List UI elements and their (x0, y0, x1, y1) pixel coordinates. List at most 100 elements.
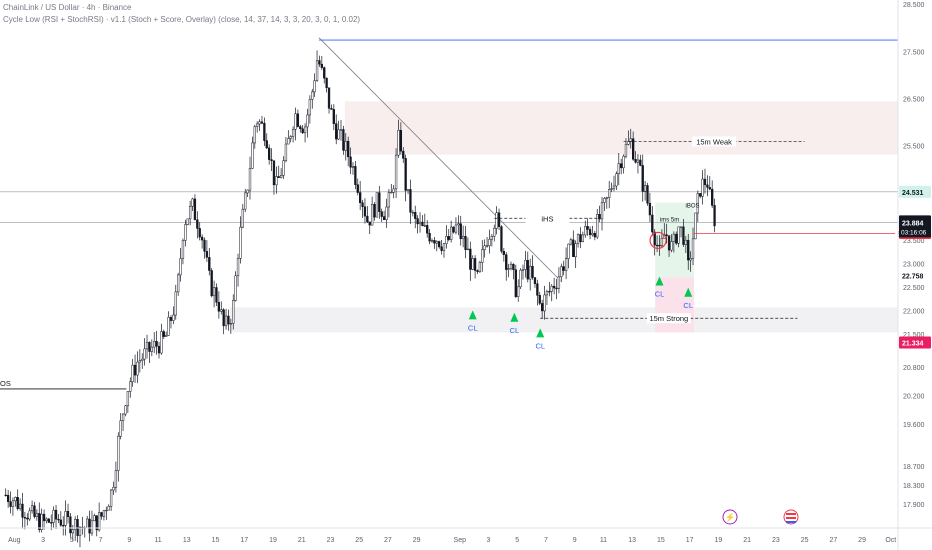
cycle-low-signal-triangle (468, 310, 477, 320)
small-label-0: ims 5m (660, 218, 679, 224)
candle-body (279, 175, 283, 178)
candle-body (620, 163, 623, 169)
y-tick-label: 23.000 (903, 262, 925, 269)
candle-body (406, 189, 410, 191)
candle-body (227, 315, 230, 325)
candle-body (291, 129, 295, 137)
candle-body (430, 240, 434, 242)
candle-body (495, 212, 498, 229)
candle-body (560, 266, 563, 278)
cycle-low-signal-label: CL (510, 326, 520, 335)
candle-body (26, 517, 29, 520)
candle-body (512, 263, 515, 270)
candle-body (557, 276, 561, 289)
circle-marker (649, 231, 667, 250)
candle-body (691, 238, 695, 259)
dashed-level-label-0: 15m Weak (696, 137, 732, 146)
candle-body (564, 258, 568, 271)
candle-body (275, 176, 278, 186)
candle-body (148, 341, 151, 352)
candle-body (608, 189, 611, 198)
candle-body (86, 518, 89, 529)
candle-body (435, 241, 438, 244)
candle-body (88, 518, 91, 534)
candle-body (191, 198, 194, 207)
candle-body (426, 225, 429, 234)
candle-body (622, 155, 625, 169)
candle-body (660, 237, 664, 246)
candle-body (584, 226, 587, 236)
candle-body (143, 348, 146, 360)
candle-body (184, 224, 187, 241)
candle-body (112, 487, 115, 491)
countdown-timer: 03:16:06 (901, 229, 927, 236)
candle-body (95, 515, 98, 531)
candle-body (313, 80, 316, 93)
y-tick-label: 17.900 (903, 502, 925, 509)
candle-body (215, 287, 218, 303)
candle-body (57, 518, 60, 521)
candle-body (493, 228, 496, 237)
candle-body (287, 138, 290, 145)
x-tick-label: 13 (628, 537, 636, 544)
candle-body (141, 358, 144, 361)
candle-body (706, 184, 709, 188)
candle-body (541, 303, 544, 312)
candle-body (627, 141, 630, 145)
candle-body (538, 295, 541, 304)
candle-body (109, 489, 113, 507)
candle-body (610, 188, 613, 190)
candle-body (588, 229, 592, 236)
candle-body (232, 300, 235, 324)
candle-body (229, 323, 232, 325)
candle-body (478, 262, 482, 272)
candle-body (14, 497, 17, 502)
candle-body (224, 315, 228, 327)
candle-body (74, 519, 77, 530)
candle-body (555, 287, 558, 290)
candle-body (399, 129, 403, 152)
candle-body (612, 185, 616, 189)
candle-body (550, 285, 553, 292)
candle-body (452, 226, 455, 233)
candle-body (30, 505, 34, 512)
candle-body (294, 113, 297, 130)
candle-body (263, 122, 266, 141)
candle-body (347, 140, 350, 158)
candle-body (648, 203, 652, 216)
candle-body (517, 286, 520, 297)
x-tick-label: 23 (327, 537, 335, 544)
y-tick-label: 20.800 (903, 365, 925, 372)
y-tick-label: 20.200 (903, 394, 925, 401)
price-badge-green-bg (899, 185, 931, 198)
candle-body (533, 277, 537, 284)
indicator-legend[interactable]: Cycle Low (RSI + StochRSI) · v1.1 (Stoch… (3, 15, 361, 24)
candle-body (694, 212, 697, 240)
candle-body (368, 221, 371, 226)
candle-body (524, 260, 527, 270)
candle-body (507, 268, 510, 270)
candle-body (521, 269, 525, 271)
symbol-title[interactable]: ChainLink / US Dollar · 4h · Binance (3, 3, 132, 12)
candle-body (277, 176, 280, 178)
candle-body (248, 167, 252, 191)
cycle-low-signal-triangle (510, 312, 519, 322)
x-tick-label: 27 (829, 537, 837, 544)
candle-body (203, 239, 206, 252)
candle-body (596, 214, 599, 238)
dashed-level-label-bg-1 (646, 313, 691, 324)
candle-body (179, 258, 182, 276)
y-tick-label: 28.500 (903, 2, 925, 9)
candle-body (76, 519, 79, 536)
y-tick-label: 21.500 (903, 332, 925, 339)
candle-body (684, 239, 687, 245)
candle-body (244, 192, 247, 210)
candle-body (177, 274, 180, 293)
y-tick-label: 26.500 (903, 97, 925, 104)
candle-body (490, 236, 494, 240)
candle-body (150, 346, 153, 352)
candle-body (121, 413, 125, 421)
y-tick-label: 22.000 (903, 309, 925, 316)
